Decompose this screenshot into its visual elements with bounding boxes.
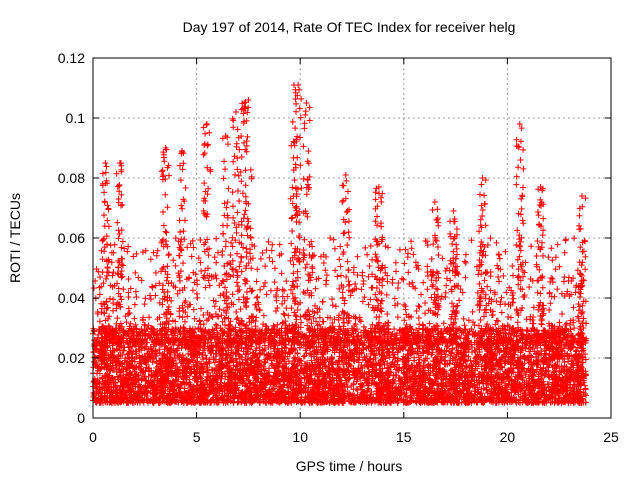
data-points (90, 82, 590, 406)
data-point (294, 350, 301, 357)
data-point (259, 346, 266, 353)
data-point (443, 343, 450, 350)
data-point (216, 390, 223, 397)
data-point (185, 350, 192, 357)
data-point (583, 392, 590, 399)
data-point (350, 386, 357, 393)
data-point (376, 350, 383, 357)
data-point (343, 360, 350, 367)
data-point (141, 373, 148, 380)
